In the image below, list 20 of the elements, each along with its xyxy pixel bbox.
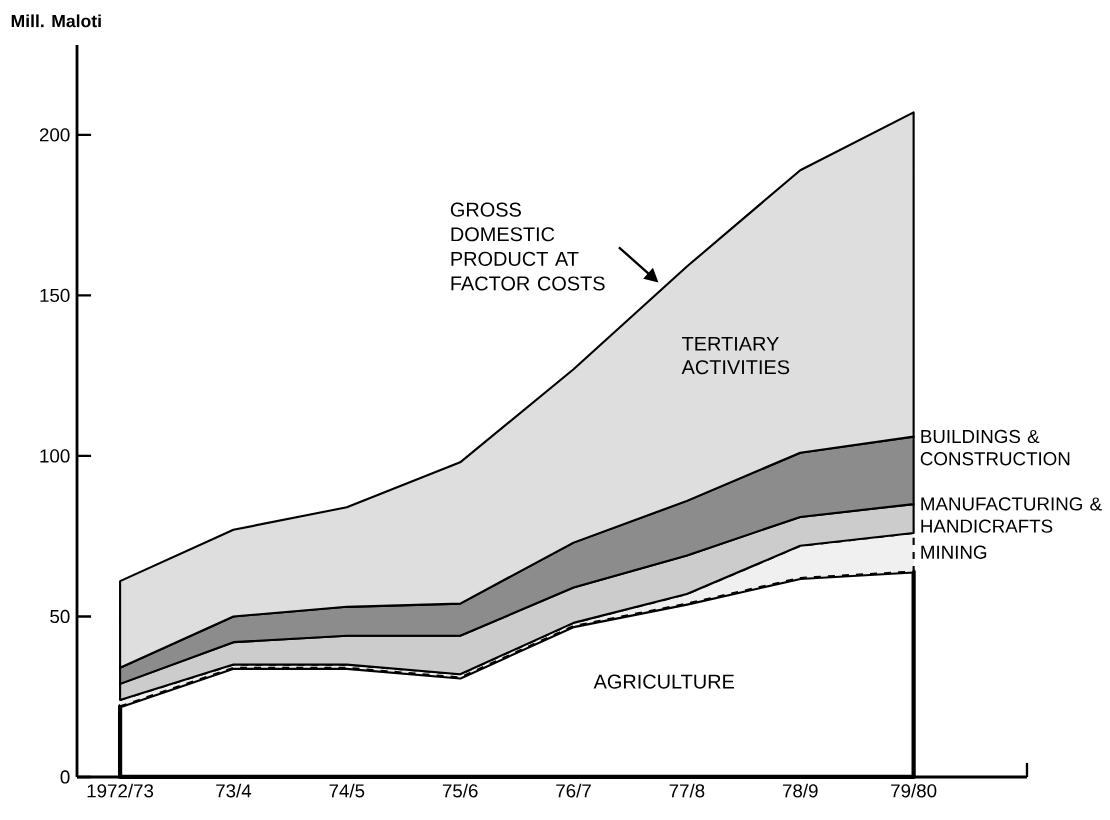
x-tick-label: 76/7 — [556, 783, 591, 798]
series-label: BUILDINGS & CONSTRUCTION — [920, 429, 1070, 466]
x-tick-label: 73/4 — [216, 783, 252, 798]
y-axis-title: Mill. Maloti — [11, 14, 101, 28]
series-label: TERTIARY ACTIVITIES — [681, 336, 790, 375]
y-tick-label: 100 — [40, 449, 70, 463]
x-tick-label: 79/80 — [891, 783, 937, 798]
x-tick-label: 1972/73 — [87, 783, 154, 798]
annotation: GROSS DOMESTIC PRODUCT AT FACTOR COSTS — [450, 202, 605, 291]
series-label: MANUFACTURING & HANDICRAFTS — [921, 497, 1102, 533]
y-tick-label: 50 — [50, 609, 70, 624]
x-tick-label: 74/5 — [329, 783, 365, 798]
x-tick-label: 78/9 — [782, 783, 818, 798]
y-tick-label: 200 — [39, 128, 70, 142]
y-tick-label: 0 — [60, 770, 70, 784]
x-tick-label: 77/8 — [669, 783, 705, 798]
y-tick-label: 150 — [40, 288, 70, 303]
x-tick-label: 75/6 — [442, 783, 478, 798]
series-label: MINING — [921, 545, 987, 559]
series-label: AGRICULTURE — [593, 674, 734, 689]
